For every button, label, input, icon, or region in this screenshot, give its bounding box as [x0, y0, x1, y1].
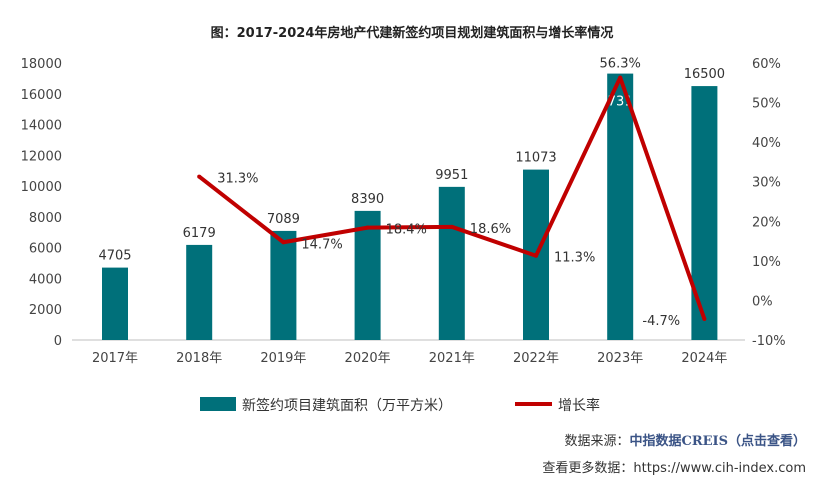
x-tick-label: 2020年	[345, 351, 391, 366]
x-tick-label: 2024年	[681, 351, 727, 366]
line-data-label: 11.3%	[554, 251, 595, 266]
y-left-tick-label: 2000	[29, 303, 62, 318]
source-line: 数据来源：中指数据CREIS（点击查看）	[564, 430, 806, 449]
y-right-tick-label: 60%	[752, 57, 781, 72]
bar	[691, 86, 718, 340]
y-left-tick-label: 18000	[21, 57, 62, 72]
x-tick-label: 2021年	[429, 351, 475, 366]
growth-point	[618, 75, 623, 80]
y-right-tick-label: 30%	[752, 176, 781, 191]
bar	[438, 186, 465, 340]
bar-data-label: 9951	[435, 168, 468, 183]
growth-point	[702, 317, 707, 322]
bar-data-label: 11073	[515, 151, 556, 166]
y-right-tick-label: 40%	[752, 136, 781, 151]
bar	[607, 73, 634, 340]
bar	[186, 244, 213, 340]
legend-line-label: 增长率	[558, 397, 600, 414]
source-label: 数据来源：	[564, 434, 630, 449]
bar-data-label: 4705	[98, 249, 131, 264]
y-right-tick-label: 10%	[752, 255, 781, 270]
y-right-tick-label: 20%	[752, 215, 781, 230]
x-tick-label: 2017年	[92, 351, 138, 366]
y-left-tick-label: 4000	[29, 272, 62, 287]
bar	[270, 230, 297, 340]
x-tick-label: 2018年	[176, 351, 222, 366]
y-left-tick-label: 10000	[21, 180, 62, 195]
bar-data-label: 16500	[684, 67, 725, 82]
line-data-label: -4.7%	[642, 314, 680, 329]
y-left-tick-label: 14000	[21, 119, 62, 134]
line-data-label: 31.3%	[217, 172, 258, 187]
bar-data-label: 7089	[267, 212, 300, 227]
growth-point	[281, 240, 286, 245]
y-left-tick-label: 12000	[21, 149, 62, 164]
x-tick-label: 2023年	[597, 351, 643, 366]
y-right-tick-label: 50%	[752, 97, 781, 112]
y-left-tick-label: 8000	[29, 211, 62, 226]
chart-title: 图：2017-2024年房地产代建新签约项目规划建筑面积与增长率情况	[210, 26, 614, 41]
bar-data-label: 6179	[183, 226, 216, 241]
growth-point	[365, 225, 370, 230]
bar	[102, 267, 128, 340]
bar-data-label: 8390	[351, 192, 384, 207]
line-data-label: 18.6%	[470, 222, 511, 237]
legend-bar-label: 新签约项目建筑面积（万平方米）	[242, 397, 452, 414]
x-tick-label: 2022年	[513, 351, 559, 366]
legend-bar-swatch	[200, 397, 236, 411]
bar	[354, 210, 381, 340]
y-right-tick-label: -10%	[752, 334, 786, 349]
growth-point	[534, 253, 538, 258]
line-data-label: 56.3%	[600, 57, 641, 72]
growth-point	[197, 174, 202, 179]
y-left-tick-label: 6000	[29, 242, 62, 257]
y-left-tick-label: 16000	[21, 88, 62, 103]
line-data-label: 14.7%	[301, 237, 342, 252]
x-tick-label: 2019年	[260, 351, 306, 366]
more-data-link[interactable]: 查看更多数据：https://www.cih-index.com	[542, 461, 806, 476]
growth-point	[449, 224, 454, 229]
y-left-tick-label: 0	[54, 334, 62, 349]
line-data-label: 18.4%	[386, 223, 427, 238]
y-right-tick-label: 0%	[752, 294, 773, 309]
source-link[interactable]: 中指数据CREIS（点击查看）	[629, 434, 806, 449]
